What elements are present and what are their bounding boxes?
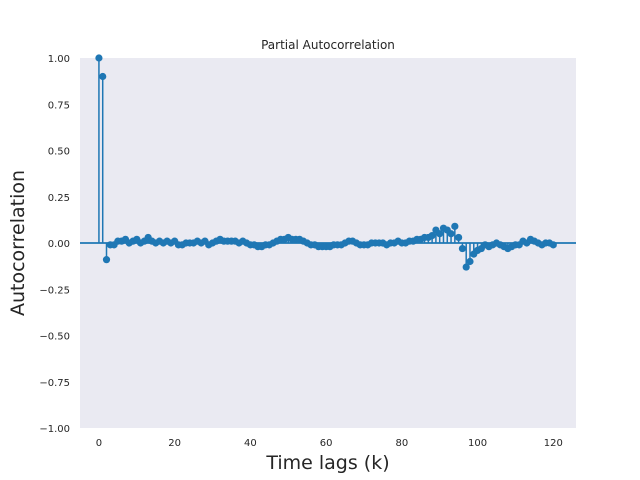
x-tick-label: 60 — [320, 438, 333, 449]
y-tick-label: 1.00 — [48, 54, 70, 65]
data-point — [451, 222, 459, 230]
x-tick-label: 40 — [244, 438, 257, 449]
y-tick-label: 0.75 — [48, 100, 70, 111]
y-tick-label: −1.00 — [39, 424, 70, 435]
y-tick-label: −0.50 — [39, 332, 70, 343]
chart-title: Partial Autocorrelation — [261, 38, 395, 52]
data-point — [95, 54, 103, 62]
x-tick-label: 100 — [468, 438, 487, 449]
data-point — [99, 72, 107, 81]
data-point — [458, 244, 467, 253]
markers-layer — [95, 54, 557, 271]
y-tick-label: 0.50 — [48, 147, 70, 158]
x-axis-label: Time lags (k) — [265, 452, 389, 474]
data-point — [447, 230, 455, 238]
y-tick-label: 0.25 — [48, 193, 70, 204]
y-tick-label: −0.75 — [39, 378, 70, 389]
y-tick-label: 0.00 — [48, 239, 70, 250]
x-tick-label: 120 — [544, 438, 563, 449]
x-tick-label: 0 — [96, 438, 102, 449]
y-tick-labels: 1.00 0.75 0.50 0.25 0.00 −0.25 −0.50 −0.75 −1.00 — [39, 54, 70, 435]
x-tick-labels: 0 20 40 60 80 100 120 — [96, 438, 563, 449]
data-point — [549, 241, 557, 249]
data-point — [428, 232, 436, 240]
x-tick-label: 20 — [168, 438, 181, 449]
data-point — [102, 256, 111, 264]
y-axis-label: Autocorrelation — [7, 170, 29, 316]
data-point — [455, 233, 463, 242]
data-point — [462, 263, 470, 271]
y-tick-label: −0.25 — [39, 285, 70, 296]
x-tick-label: 80 — [395, 438, 408, 449]
data-point — [466, 257, 474, 266]
data-point — [436, 230, 444, 238]
